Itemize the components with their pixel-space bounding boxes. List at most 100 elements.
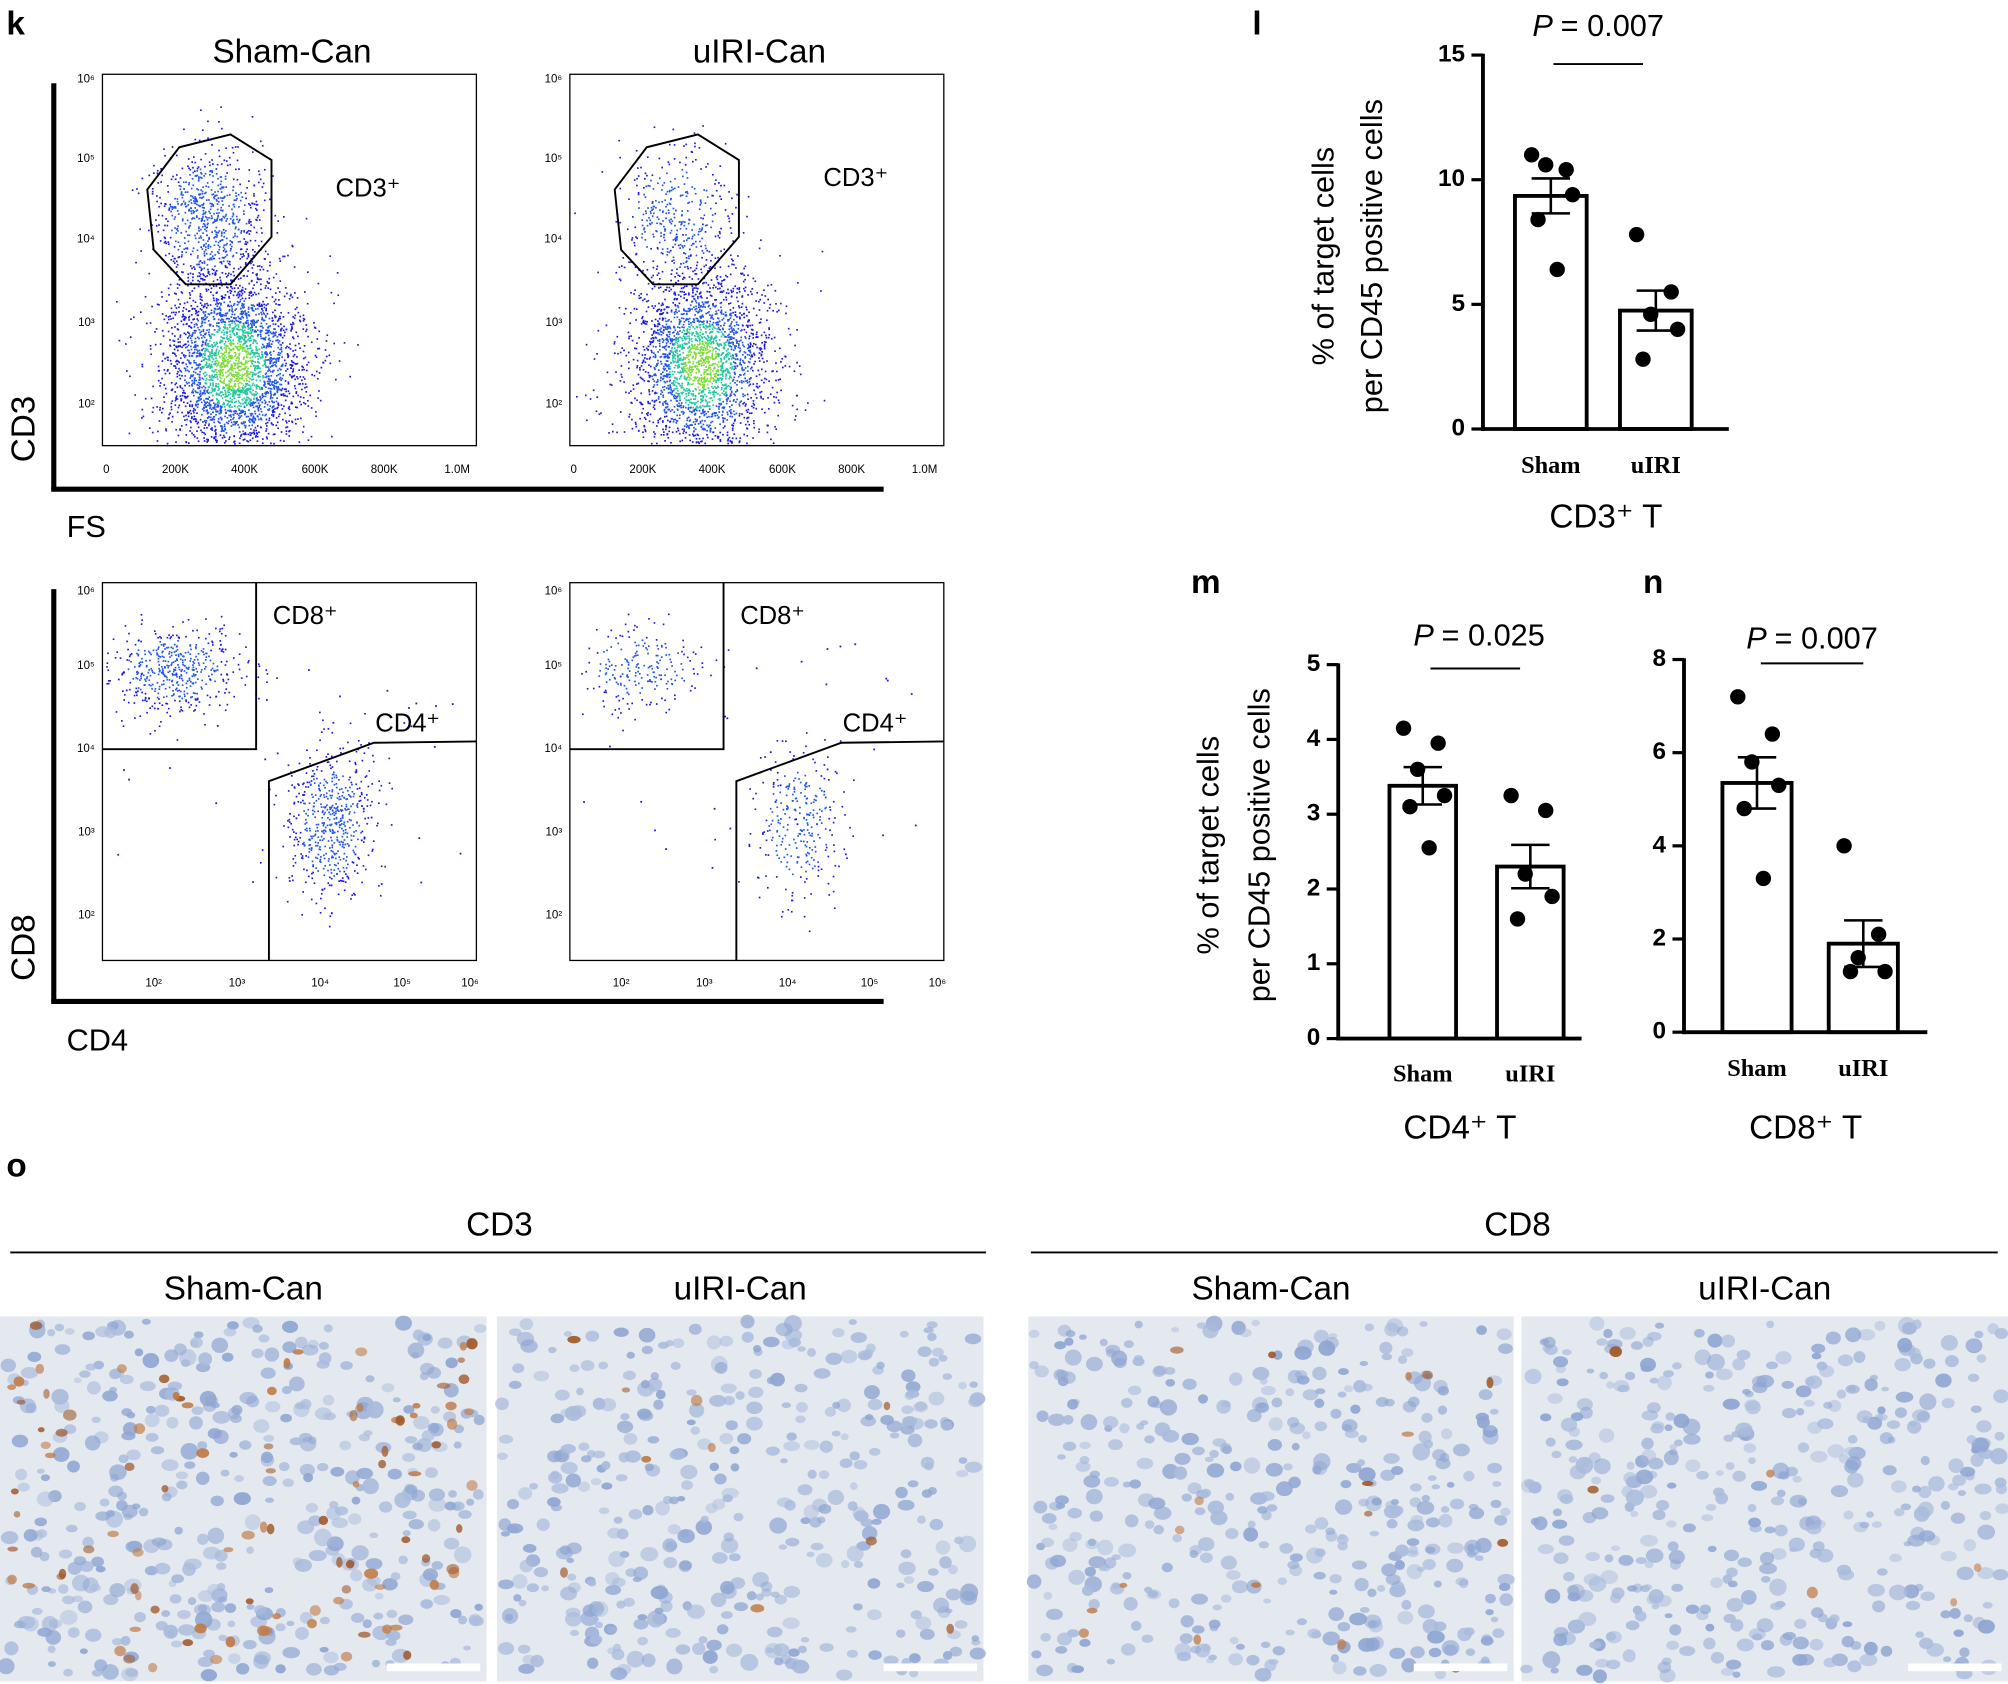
flow-event (272, 405, 274, 408)
flow-event (320, 897, 322, 900)
flow-event (354, 845, 357, 848)
flow-event (242, 210, 245, 212)
flow-event (165, 218, 167, 220)
flow-event (231, 331, 234, 334)
flow-event (272, 433, 275, 436)
flow-event (280, 393, 282, 396)
flow-event (233, 416, 235, 419)
flow-event (349, 722, 352, 725)
flow-event (312, 871, 315, 874)
flow-event (135, 676, 138, 679)
flow-event (305, 821, 308, 824)
flow-event (221, 428, 223, 431)
flow-event (189, 224, 192, 227)
flow-event (188, 677, 191, 680)
flow-event (216, 385, 218, 388)
flow-event (286, 368, 289, 370)
flow-event (250, 307, 253, 310)
flow-event (366, 799, 369, 801)
flow-event (281, 356, 284, 359)
flow-event (176, 200, 179, 203)
flow-event (205, 199, 208, 201)
flow-event (296, 362, 299, 365)
flow-event (177, 181, 180, 183)
flow-event (189, 337, 192, 339)
flow-event (179, 658, 182, 661)
flow-event (197, 366, 200, 369)
flow-event (224, 312, 227, 315)
flow-event (200, 217, 203, 220)
flow-event (128, 659, 130, 662)
flow-event (215, 226, 218, 229)
flow-event (241, 382, 243, 385)
flow-event (156, 172, 159, 175)
flow-event (212, 294, 215, 297)
flow-event (204, 433, 207, 436)
flow-event (148, 669, 150, 671)
flow-event (200, 173, 203, 175)
flow-event (213, 212, 215, 215)
flow-event (278, 299, 280, 301)
flow-event (213, 370, 216, 373)
flow-event (272, 415, 275, 418)
flow-event (308, 851, 311, 853)
flow-event (327, 869, 329, 872)
flow-event (670, 382, 673, 385)
flow-event (231, 366, 233, 369)
flow-event (205, 185, 208, 188)
flow-event (678, 393, 681, 395)
flow-event (236, 218, 238, 221)
flow-event (209, 335, 211, 337)
flow-event (186, 248, 189, 250)
flow-event (210, 399, 213, 402)
flow-event (245, 415, 248, 418)
flow-event (205, 652, 208, 655)
flow-event (298, 784, 300, 787)
flow-event (230, 304, 233, 307)
flow-event (297, 843, 299, 846)
flow-event (741, 367, 743, 370)
flow-event (186, 369, 189, 372)
flow-event (203, 407, 206, 409)
flow-event (230, 415, 232, 418)
flow-event (336, 807, 338, 809)
flow-event (211, 356, 213, 359)
flow-event (246, 371, 248, 374)
flow-event (198, 387, 201, 390)
flow-event (258, 278, 260, 281)
flow-event (237, 372, 240, 375)
flow-event (232, 413, 235, 416)
flow-event (276, 406, 279, 409)
flow-event (162, 660, 165, 662)
flow-event (214, 351, 216, 354)
flow-event (165, 428, 167, 430)
flow-event (216, 669, 219, 671)
flow-event (258, 244, 260, 247)
flow-event (311, 837, 313, 840)
flow-event (181, 661, 184, 664)
flow-event (696, 332, 699, 334)
flow-event (675, 430, 678, 433)
flow-event (234, 383, 237, 385)
flow-event (140, 417, 143, 419)
flow-event (166, 711, 169, 714)
flow-event (327, 817, 329, 819)
flow-event (201, 348, 203, 351)
flow-event (192, 673, 195, 675)
flow-event (190, 657, 192, 660)
flow-event (229, 406, 231, 409)
flow-event (356, 821, 358, 824)
flow-event (181, 684, 184, 687)
flow-event (166, 636, 169, 639)
flow-event (297, 801, 300, 803)
flow-event (251, 307, 254, 310)
flow-event (268, 400, 271, 403)
flow-event (239, 381, 241, 384)
flow-event (330, 872, 333, 874)
flow-event (247, 660, 250, 662)
flow-event (256, 216, 259, 219)
flow-event (322, 810, 324, 812)
flow-event (215, 231, 218, 234)
flow-event (342, 843, 344, 846)
flow-event (255, 429, 258, 432)
